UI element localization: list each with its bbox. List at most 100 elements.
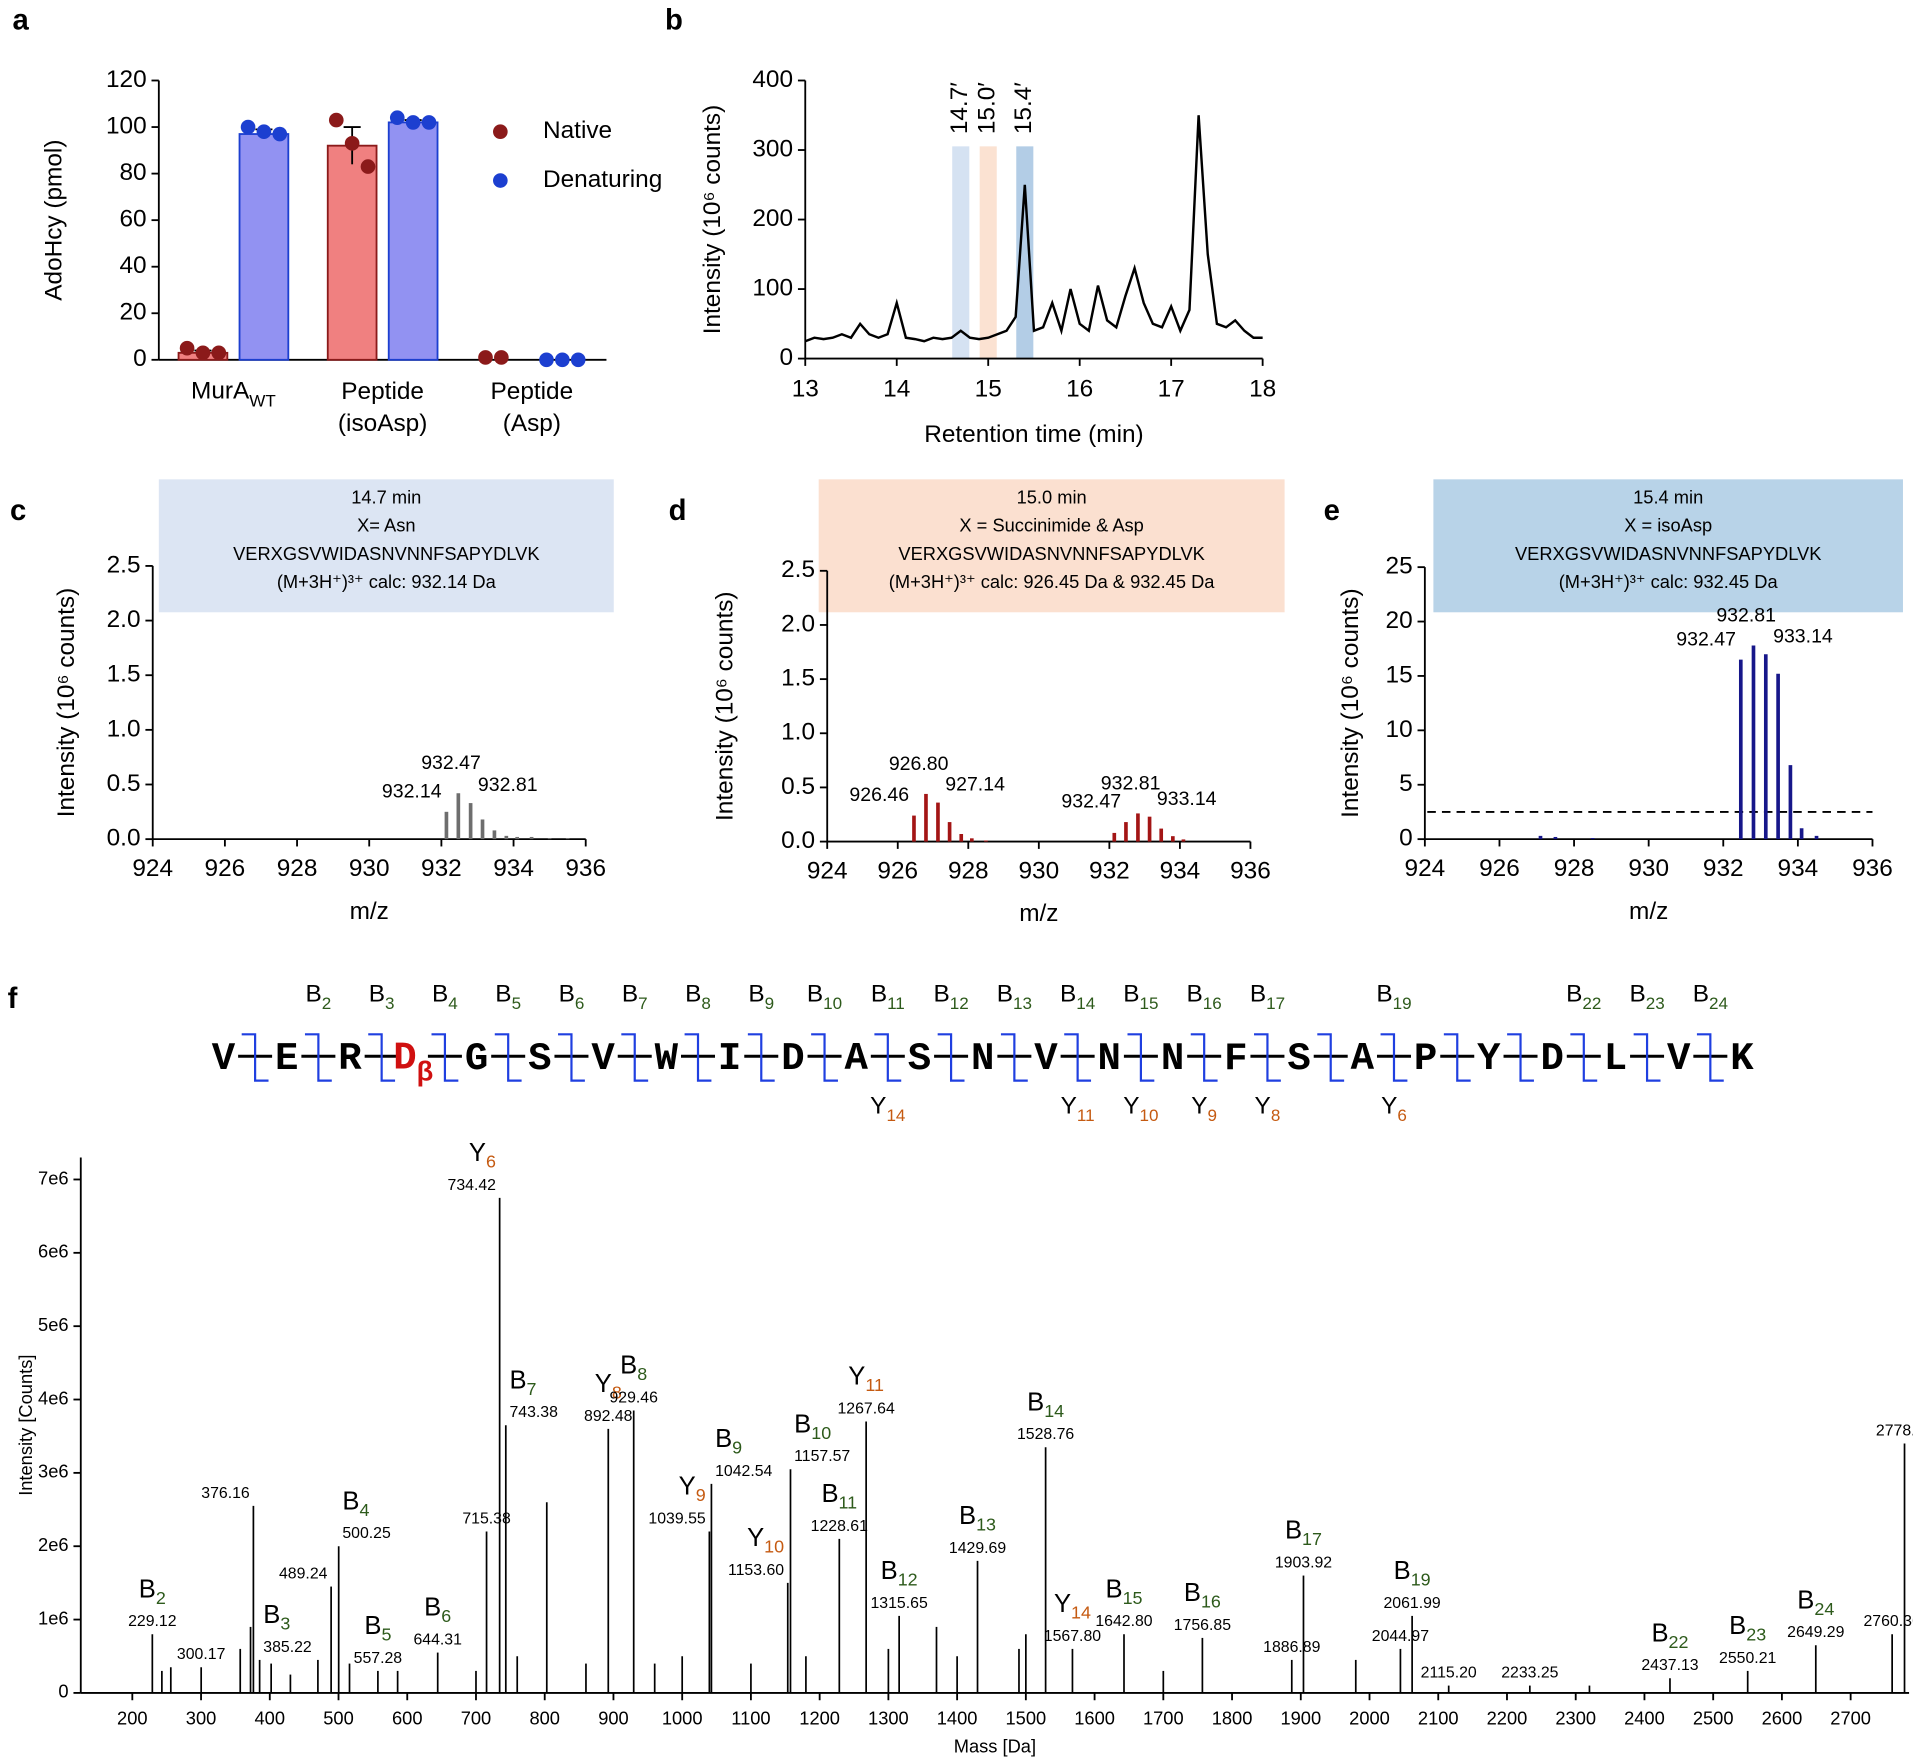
peak-label: 932.81 bbox=[1101, 772, 1161, 794]
highlight-label: 14.7′ bbox=[946, 82, 973, 134]
cleavage-mark bbox=[494, 1033, 522, 1082]
ion-label-sub: 24 bbox=[1814, 1599, 1834, 1619]
category-label: Peptide bbox=[491, 378, 574, 405]
x-tick-label: 2200 bbox=[1487, 1708, 1528, 1729]
data-point bbox=[555, 352, 570, 368]
y-tick-label: 0.5 bbox=[107, 770, 141, 797]
b-ion-label-sub: 19 bbox=[1393, 993, 1412, 1012]
peak-label: 929.46 bbox=[609, 1390, 658, 1407]
ion-label-main: B bbox=[1651, 1619, 1668, 1647]
peak-label: 2233.25 bbox=[1501, 1665, 1558, 1682]
peak-label: 2437.13 bbox=[1641, 1657, 1698, 1674]
x-tick-label: 1600 bbox=[1074, 1708, 1115, 1729]
cleavage-mark bbox=[1317, 1033, 1345, 1082]
b-ion-label-main: B bbox=[933, 981, 949, 1008]
x-tick-label: 2400 bbox=[1624, 1708, 1665, 1729]
annotation-line: 14.7 min bbox=[351, 487, 421, 508]
ion-label-sub: 11 bbox=[839, 1492, 858, 1512]
ion-label-sub: 7 bbox=[527, 1379, 537, 1399]
y-tick-label: 1.0 bbox=[107, 715, 141, 742]
b-ion-label: B13 bbox=[997, 981, 1032, 1013]
peak-label: 932.81 bbox=[478, 774, 538, 796]
y-tick-label: 7e6 bbox=[38, 1167, 69, 1188]
x-tick-label: 2500 bbox=[1693, 1708, 1734, 1729]
y-tick-label: 100 bbox=[106, 112, 147, 139]
y-ion-label: Y8 bbox=[1255, 1093, 1281, 1125]
annotation-line: VERXGSVWIDASNVNNFSAPYDLVK bbox=[1515, 543, 1821, 564]
residue: V bbox=[1034, 1037, 1058, 1081]
x-tick-label: 1900 bbox=[1280, 1708, 1321, 1729]
y-ion-label: Y6 bbox=[1381, 1093, 1407, 1125]
ion-label-main: Y bbox=[1054, 1590, 1071, 1618]
b-ion-label-main: B bbox=[1376, 981, 1392, 1008]
panel-label: e bbox=[1324, 495, 1340, 527]
cleavage-mark bbox=[304, 1033, 332, 1082]
data-point bbox=[328, 112, 344, 128]
peak-label: 2760.36 bbox=[1863, 1613, 1913, 1630]
peak-label: 715.38 bbox=[462, 1511, 511, 1528]
data-point bbox=[211, 345, 227, 361]
y-tick-label: 20 bbox=[120, 299, 147, 326]
ion-label-sub: 13 bbox=[976, 1514, 996, 1534]
b-ion-label: B23 bbox=[1629, 981, 1664, 1013]
residue: Dβ bbox=[393, 1037, 433, 1087]
ion-label-sub: 23 bbox=[1746, 1624, 1766, 1644]
x-tick-label: 928 bbox=[277, 855, 318, 882]
ion-label: B16 bbox=[1184, 1579, 1221, 1612]
highlight-band bbox=[979, 146, 997, 359]
ion-label-main: B bbox=[1394, 1557, 1411, 1585]
y-tick-label: 0.0 bbox=[107, 825, 141, 852]
y-ion-label-sub: 10 bbox=[1140, 1106, 1159, 1125]
y-axis-label: Intensity (10⁶ counts) bbox=[699, 105, 726, 335]
b-ion-label-main: B bbox=[622, 981, 638, 1008]
residue: K bbox=[1730, 1037, 1754, 1081]
ion-label-sub: 19 bbox=[1411, 1569, 1431, 1589]
y-ion-label-main: Y bbox=[1381, 1093, 1397, 1120]
ion-label-main: B bbox=[821, 1480, 838, 1508]
y-axis-label: Intensity (10⁶ counts) bbox=[711, 591, 738, 821]
peak-label: 2649.29 bbox=[1787, 1624, 1844, 1641]
b-ion-label-main: B bbox=[685, 981, 701, 1008]
peak-label: 1042.54 bbox=[715, 1463, 772, 1480]
y-ion-label-main: Y bbox=[1191, 1093, 1207, 1120]
b-ion-label: B4 bbox=[432, 981, 458, 1013]
y-tick-label: 0 bbox=[58, 1681, 68, 1702]
b-ion-label: B10 bbox=[807, 981, 842, 1013]
b-ion-label-main: B bbox=[1693, 981, 1709, 1008]
peak-label: 2115.20 bbox=[1421, 1665, 1477, 1682]
peak-label: 1886.89 bbox=[1263, 1639, 1320, 1656]
b-ion-label-main: B bbox=[1187, 981, 1203, 1008]
peak-label: 644.31 bbox=[413, 1632, 462, 1649]
cleavage-mark bbox=[747, 1033, 775, 1082]
x-tick-label: 14 bbox=[883, 376, 910, 403]
residue: S bbox=[1287, 1037, 1310, 1081]
ion-label: B13 bbox=[959, 1502, 996, 1535]
y-tick-label: 2.5 bbox=[781, 556, 815, 583]
b-ion-label-sub: 11 bbox=[887, 993, 905, 1012]
b-ion-label-main: B bbox=[748, 981, 764, 1008]
x-tick-label: 926 bbox=[205, 855, 246, 882]
residue: L bbox=[1604, 1037, 1627, 1081]
b-ion-label: B22 bbox=[1566, 981, 1601, 1013]
b-ion-label: B17 bbox=[1250, 981, 1285, 1013]
category-label-sub: WT bbox=[249, 391, 276, 410]
x-tick-label: 15 bbox=[975, 376, 1002, 403]
peak-label: 1756.85 bbox=[1174, 1617, 1231, 1634]
x-tick-label: 1300 bbox=[868, 1708, 909, 1729]
y-axis-label: Intensity (10⁶ counts) bbox=[53, 588, 80, 818]
residue: S bbox=[908, 1037, 931, 1081]
peak-label: 932.47 bbox=[421, 752, 481, 774]
ion-label: B2 bbox=[139, 1575, 166, 1608]
b-ion-label-sub: 10 bbox=[823, 993, 842, 1012]
x-tick-label: 2300 bbox=[1555, 1708, 1596, 1729]
peak-label: 927.14 bbox=[945, 774, 1005, 796]
ion-label-sub: 8 bbox=[637, 1364, 647, 1384]
x-tick-label: 934 bbox=[1160, 858, 1201, 885]
residue-sub: β bbox=[417, 1056, 434, 1087]
ion-label: B4 bbox=[342, 1487, 369, 1520]
y-tick-label: 100 bbox=[752, 275, 793, 302]
ion-label: B15 bbox=[1105, 1575, 1142, 1608]
bar bbox=[387, 121, 439, 361]
data-point bbox=[344, 136, 360, 151]
